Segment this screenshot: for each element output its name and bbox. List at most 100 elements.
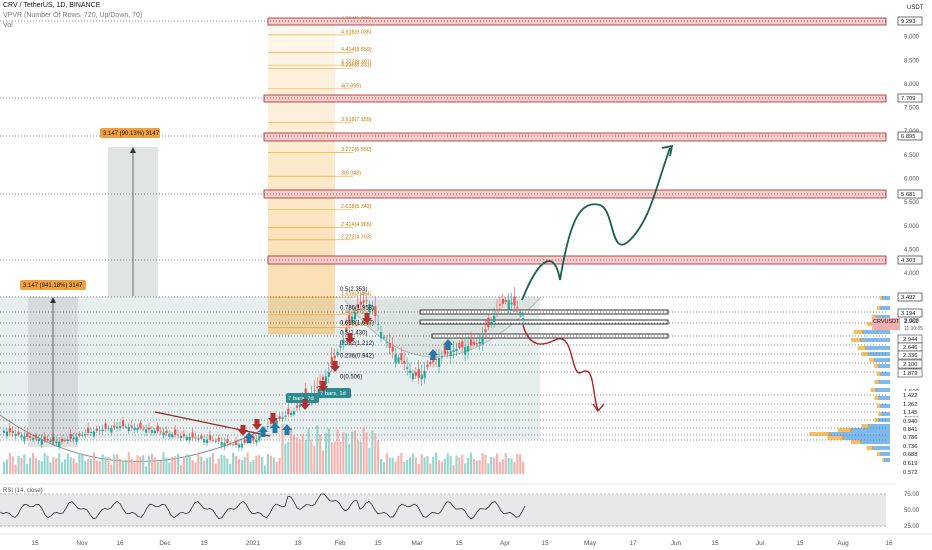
candle-body [200, 435, 203, 439]
zone-price-badge [897, 16, 923, 26]
volume-bar [348, 444, 351, 474]
volume-bar [264, 465, 267, 474]
vpvr-bar-down [879, 296, 883, 300]
fib-band [268, 68, 335, 89]
volume-bar [333, 441, 336, 474]
zone-price-badge [897, 308, 923, 318]
candle-body [194, 437, 197, 439]
candle-body [156, 425, 159, 432]
low-level-text: 1.422 [903, 393, 918, 399]
volume-bar [26, 463, 29, 474]
volume-bar [171, 456, 174, 474]
signal-down-arrow [362, 313, 372, 324]
volume-bar [182, 456, 185, 474]
retracement-label: 0.786(1.958) [340, 306, 374, 312]
rsi-tick: 50.00 [904, 508, 920, 514]
candle-body [223, 442, 226, 447]
candle-body [368, 304, 371, 313]
candle-body [377, 324, 380, 325]
volume-bar [313, 446, 316, 474]
volume-bar [124, 459, 127, 474]
volume-indicator-label[interactable]: Vol [3, 22, 13, 29]
volume-bar [374, 433, 377, 474]
candle-body [75, 436, 78, 442]
volume-bar [414, 457, 417, 474]
candle-body [20, 435, 23, 438]
volume-bar [400, 452, 403, 474]
volume-bar [104, 456, 107, 474]
vpvr-bar-down [882, 458, 885, 462]
candle-body [217, 437, 220, 442]
vpvr-bar-up [878, 418, 890, 422]
price-axis[interactable]: USDT9.0008.5008.0007.5007.0006.5006.0005… [872, 0, 932, 480]
candle-body [469, 339, 473, 346]
price-tick: 4.000 [904, 271, 920, 277]
low-level-text: 1.262 [903, 402, 918, 408]
vpvr-bar-up [878, 380, 890, 384]
symbol-title[interactable]: CRV / TetherUS, 1D, BINANCE [3, 2, 101, 9]
candle-body [211, 439, 214, 441]
candle-body [26, 433, 29, 437]
candle-body [400, 353, 403, 361]
low-level-badge [898, 442, 922, 450]
candle-body [432, 358, 435, 363]
vpvr-bar-down [857, 346, 867, 350]
vpvr-bar-up [874, 358, 890, 362]
fib-band [268, 65, 335, 69]
volume-bar [516, 453, 519, 474]
vpvr-indicator-label[interactable]: VPVR (Number Of Rows, 720, Up/Down, 70) [3, 12, 143, 19]
volume-bar [46, 455, 49, 474]
candle-body [501, 298, 504, 304]
volume-bar [481, 453, 484, 474]
candle-body [281, 417, 284, 419]
vpvr-bar-up [875, 388, 890, 392]
volume-bar [293, 435, 296, 474]
volume-bar [304, 439, 307, 474]
candle-body [150, 430, 154, 433]
price-tick: 5.000 [904, 224, 920, 230]
candle-body [113, 425, 116, 428]
volume-bar [165, 457, 168, 474]
volume-bar [397, 455, 400, 474]
candle-body [467, 346, 470, 352]
candle-body [411, 373, 415, 380]
candle-body [327, 372, 330, 377]
candle-body [179, 435, 183, 439]
candle-body [226, 439, 229, 444]
volume-bar [307, 428, 310, 474]
candle-body [153, 430, 156, 434]
vpvr-bar-up [880, 306, 890, 310]
fib-label: 1.618(3.494) [341, 292, 372, 298]
time-tick: Aug [837, 540, 849, 547]
candle-body [66, 439, 69, 441]
vpvr-bar-up [884, 458, 890, 462]
volume-bar [507, 458, 510, 474]
bar-count-bg [318, 388, 351, 398]
time-axis[interactable]: 15 Nov 16 Dec 15 2021 18 Feb 15 Mar 15 Apr 15 May 17 Ju… [0, 533, 932, 547]
candle-body [481, 337, 484, 345]
volume-bar [324, 432, 327, 474]
fib-band [268, 227, 335, 240]
candle-body [29, 436, 32, 438]
volume-bar [371, 430, 374, 474]
fib-band [268, 327, 335, 335]
candle-body [127, 427, 130, 432]
volume-bar [301, 433, 304, 474]
rsi-panel: RSI (14, close) 75.00 50.00 25.00 [0, 483, 920, 532]
candle-body [414, 372, 417, 376]
volume-bar [504, 453, 507, 474]
zone-price-badge-text: 9.293 [901, 19, 916, 25]
candle-body [185, 436, 188, 441]
signal-up-arrow [270, 422, 280, 433]
time-tick: May [584, 540, 597, 547]
current-price: 2.962 [904, 319, 919, 325]
volume-bar [426, 456, 429, 474]
candle-body [429, 361, 432, 365]
volume-bar [440, 461, 443, 474]
volume-bar [8, 452, 11, 474]
vpvr-bar-up [881, 412, 890, 416]
volume-bar [159, 460, 162, 474]
volume-bar [84, 460, 87, 474]
vpvr-bar-up [860, 440, 890, 444]
